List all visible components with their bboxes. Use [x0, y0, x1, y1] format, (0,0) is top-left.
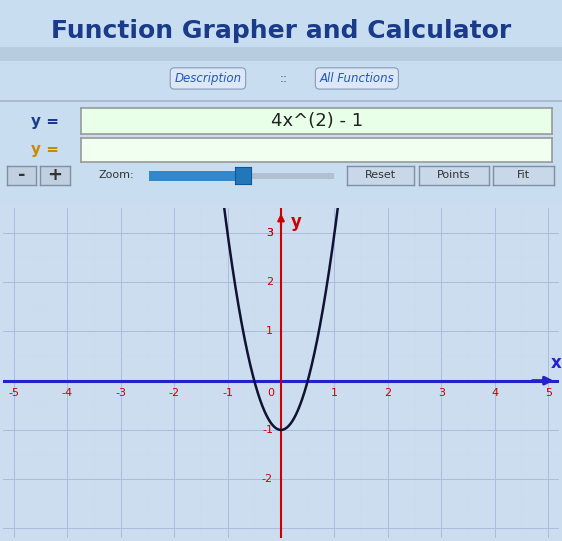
Text: y: y [291, 213, 301, 231]
Text: Zoom:: Zoom: [98, 170, 134, 180]
Text: 1: 1 [266, 326, 273, 337]
Text: 3: 3 [266, 228, 273, 238]
Text: Fit: Fit [516, 170, 530, 180]
Text: 3: 3 [438, 388, 445, 398]
Text: 2: 2 [384, 388, 392, 398]
Text: -3: -3 [115, 388, 126, 398]
Text: 5: 5 [545, 388, 552, 398]
Text: ::: :: [280, 72, 288, 85]
Text: Reset: Reset [365, 170, 396, 180]
Text: Points: Points [437, 170, 470, 180]
Text: -4: -4 [61, 388, 72, 398]
Text: 0: 0 [268, 388, 275, 398]
Text: Description: Description [174, 72, 242, 85]
Text: y =: y = [31, 142, 59, 157]
Text: +: + [48, 166, 62, 184]
Text: 4: 4 [491, 388, 498, 398]
Text: y =: y = [31, 114, 59, 129]
Text: 1: 1 [331, 388, 338, 398]
Text: 2: 2 [266, 277, 273, 287]
Text: -5: -5 [8, 388, 19, 398]
Text: x: x [551, 354, 562, 372]
Text: -: - [17, 166, 25, 184]
Text: -2: -2 [262, 474, 273, 484]
Text: Function Grapher and Calculator: Function Grapher and Calculator [51, 19, 511, 43]
Text: All Functions: All Functions [319, 72, 395, 85]
Text: -2: -2 [169, 388, 180, 398]
Text: -1: -1 [262, 425, 273, 435]
Text: 3: 3 [266, 228, 273, 238]
Text: 4x^(2) - 1: 4x^(2) - 1 [271, 112, 363, 130]
Text: -1: -1 [222, 388, 233, 398]
